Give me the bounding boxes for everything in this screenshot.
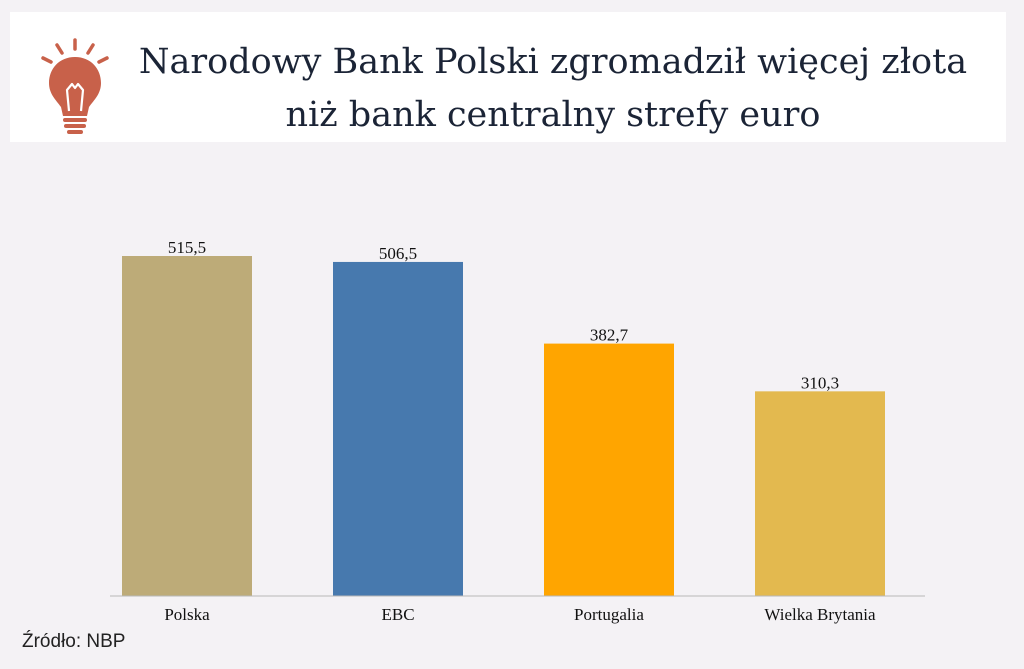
bar-polska [122, 256, 252, 596]
title-line-2: niż bank centralny strefy euro [285, 95, 821, 135]
bar-value-label: 310,3 [801, 373, 839, 392]
category-label: Portugalia [574, 605, 644, 624]
title-line-1: Narodowy Bank Polski zgromadził więcej z… [138, 42, 968, 82]
source-note: Źródło: NBP [22, 631, 126, 652]
bar-value-label: 506,5 [379, 244, 417, 263]
bar-ebc [333, 261, 463, 596]
page-title: Narodowy Bank Polski zgromadził więcej z… [130, 36, 976, 142]
bar-wielka-brytania [755, 391, 885, 596]
bar-value-label: 382,7 [590, 326, 629, 345]
bar-portugalia [544, 343, 674, 596]
lightbulb-icon [41, 38, 109, 134]
bar-value-label: 515,5 [168, 238, 206, 257]
bars-layer: 515,5 Polska 506,5 EBC 382,7 Portugalia 310,3 W… [122, 238, 885, 624]
category-label: Polska [164, 605, 210, 624]
category-label: Wielka Brytania [764, 605, 876, 624]
header-card: Narodowy Bank Polski zgromadził więcej z… [10, 12, 1006, 142]
category-label: EBC [381, 605, 414, 624]
